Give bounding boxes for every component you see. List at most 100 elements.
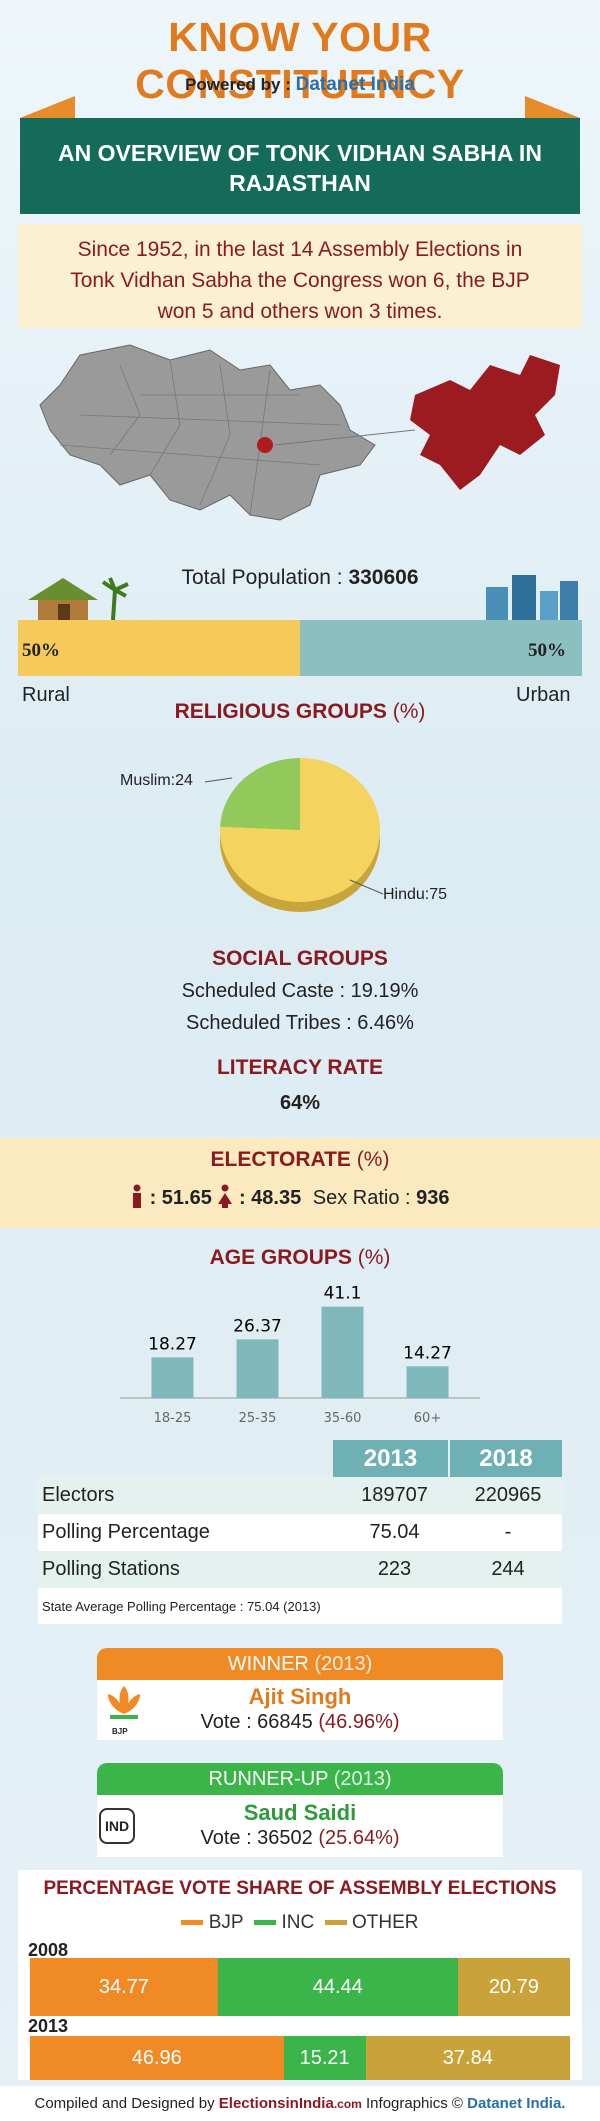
electorate-row: : 51.65 : 48.35 Sex Ratio : 936	[130, 1184, 450, 1210]
row-value-2013: 223	[377, 1558, 412, 1580]
rural-percent: 50%	[22, 640, 60, 661]
age-category-label: 60+	[414, 1411, 441, 1426]
row-value-2018: 244	[491, 1558, 525, 1580]
vote-bar-other-2008: 20.79	[457, 1958, 570, 2016]
sex-ratio-label: Sex Ratio :	[312, 1187, 411, 1209]
population-value: 330606	[348, 566, 419, 589]
winner-vote-pct: (46.96%)	[318, 1711, 400, 1733]
rajasthan-map	[39, 344, 560, 521]
summary-line-2: Tonk Vidhan Sabha the Congress won 6, th…	[70, 269, 530, 292]
scheduled-caste-row: Scheduled Caste : 19.19%	[0, 980, 600, 1003]
footer-brand: Datanet India.	[467, 2095, 566, 2112]
footer-site-suffix: .com	[333, 2097, 362, 2111]
vote-bar-inc-2008: 44.44	[217, 1958, 458, 2016]
vote-bar-other-2013: 37.84	[365, 2036, 570, 2080]
vote-share-row-2008: 34.77 44.44 20.79	[30, 1958, 570, 2016]
legend-swatch-other	[324, 1920, 347, 1926]
winner-vote: Vote : 66845 (46.96%)	[0, 1711, 600, 1734]
runner-vote-pct: (25.64%)	[318, 1827, 400, 1849]
total-population: Total Population : 330606	[0, 566, 600, 590]
religion-pie-chart	[220, 758, 380, 912]
election-summary: Since 1952, in the last 14 Assembly Elec…	[18, 224, 582, 328]
electorate-heading: ELECTORATE (%)	[0, 1148, 600, 1172]
summary-line-1: Since 1952, in the last 14 Assembly Elec…	[77, 238, 523, 261]
runner-year: (2013)	[333, 1768, 392, 1790]
literacy-heading: LITERACY RATE	[216, 1056, 384, 1079]
winner-header: WINNER (2013)	[97, 1648, 503, 1680]
rural-bar	[18, 620, 300, 676]
footer: Compiled and Designed by ElectionsinIndi…	[0, 2086, 600, 2121]
table-row: Polling Percentage 75.04 -	[38, 1514, 562, 1551]
runner-vote-label: Vote : 36502	[200, 1827, 313, 1849]
muslim-label: Muslim:24	[120, 772, 193, 789]
pie-leader-lines	[204, 777, 384, 895]
runner-name: Saud Saidi	[243, 1800, 357, 1825]
footer-compiled: Compiled and Designed by	[34, 2095, 215, 2112]
winner-title: WINNER	[227, 1653, 309, 1675]
electorate-box	[0, 1138, 600, 1228]
powered-by-label: Powered by :	[185, 75, 291, 94]
age-value-label: 18.27	[148, 1334, 197, 1354]
social-heading: SOCIAL GROUPS	[212, 947, 388, 970]
vote-share-legend: BJP INC OTHER	[0, 1912, 600, 1934]
age-value-label: 41.1	[324, 1284, 362, 1304]
age-category-label: 25-35	[239, 1411, 277, 1426]
winner-vote-label: Vote : 66845	[200, 1711, 313, 1733]
ribbon-fold-left	[20, 96, 75, 118]
polling-note: State Average Polling Percentage : 75.04…	[42, 1598, 321, 1614]
table-row: Electors 189707 220965	[38, 1477, 562, 1514]
rural-label: Rural	[22, 684, 70, 706]
year-label-2008: 2008	[28, 1940, 69, 1960]
lotus-icon	[108, 1686, 140, 1719]
summary-line-3: won 5 and others won 3 times.	[157, 300, 443, 323]
footer-infographics: Infographics ©	[366, 2095, 463, 2112]
pointer-line	[274, 429, 416, 446]
female-percent: : 48.35	[238, 1187, 302, 1209]
page-title: KNOW YOUR CONSTITUENCY	[135, 14, 465, 107]
winner-name: Ajit Singh	[248, 1684, 352, 1709]
city-buildings-icon	[486, 575, 578, 621]
year-header-2018: 2018	[450, 1440, 562, 1477]
polling-table: Electors 189707 220965 Polling Percentag…	[38, 1440, 562, 1624]
row-label: Polling Percentage	[42, 1521, 210, 1543]
runner-up-header: RUNNER-UP (2013)	[97, 1763, 503, 1795]
row-value-2013: 189707	[361, 1484, 428, 1506]
religion-title: RELIGIOUS GROUPS	[174, 700, 387, 723]
year-header-2013: 2013	[333, 1440, 448, 1477]
ribbon-fold-right	[525, 96, 580, 118]
hindu-label: Hindu:75	[383, 886, 448, 903]
electorate-title: ELECTORATE	[210, 1148, 351, 1171]
age-groups-heading: AGE GROUPS (%)	[209, 1246, 391, 1269]
table-row: Polling Stations 223 244	[38, 1551, 562, 1588]
vote-bar-bjp-2013: 46.96	[30, 2036, 284, 2080]
hut-icon	[28, 577, 129, 621]
bjp-text: BJP	[112, 1727, 128, 1736]
sc-value: 19.19%	[350, 980, 419, 1002]
age-bar-18-25	[151, 1357, 194, 1398]
religion-unit: (%)	[392, 700, 426, 723]
ribbon-line-2: RAJASTHAN	[229, 170, 371, 196]
row-value-2018: -	[504, 1521, 512, 1543]
sex-ratio-value: 936	[416, 1187, 450, 1209]
legend-swatch-bjp	[181, 1920, 204, 1926]
urban-bar	[300, 620, 582, 676]
religion-heading: RELIGIOUS GROUPS (%)	[0, 700, 600, 724]
state-outline	[39, 344, 376, 521]
tonk-constituency-shape	[410, 355, 560, 490]
population-label: Total Population :	[181, 566, 343, 589]
vote-share-title: PERCENTAGE VOTE SHARE OF ASSEMBLY ELECTI…	[43, 1878, 557, 1899]
urban-percent: 50%	[528, 640, 566, 661]
brand-name: Datanet India	[295, 74, 415, 95]
row-label: Polling Stations	[42, 1558, 180, 1580]
urban-label: Urban	[516, 684, 571, 706]
footer-site: ElectionsinIndia	[218, 2095, 334, 2112]
female-icon	[218, 1184, 233, 1208]
runner-vote: Vote : 36502 (25.64%)	[0, 1827, 600, 1850]
literacy-value: 64%	[279, 1092, 321, 1114]
vote-bar-bjp-2008: 34.77	[30, 1958, 218, 2016]
age-value-label: 26.37	[233, 1316, 282, 1336]
ribbon-line-1: AN OVERVIEW OF TONK VIDHAN SABHA IN	[58, 140, 542, 166]
year-label-2013: 2013	[28, 2016, 69, 2036]
male-icon	[133, 1184, 141, 1208]
electorate-unit: (%)	[356, 1148, 390, 1171]
